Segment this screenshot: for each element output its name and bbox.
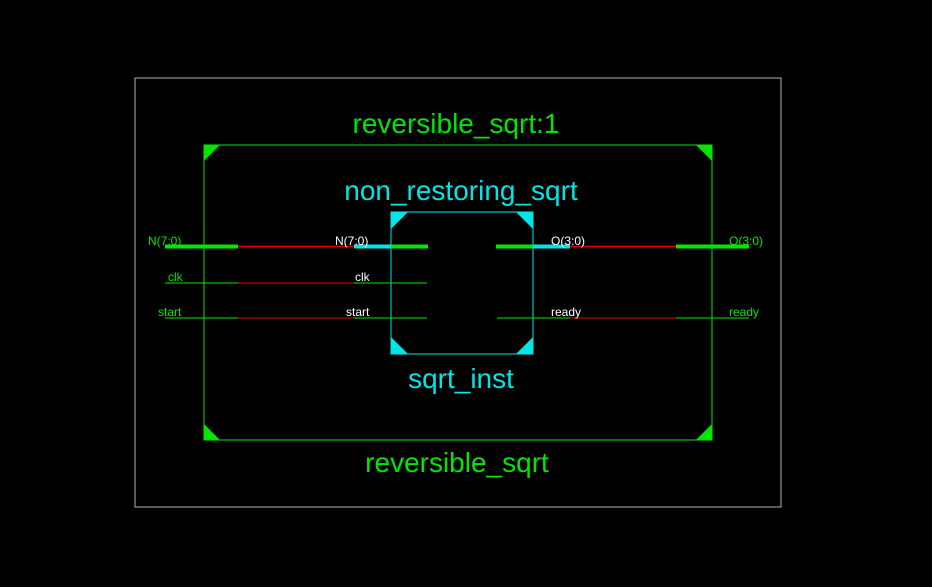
inner-block[interactable] [390, 211, 534, 355]
inner-port-label-start: start [346, 305, 370, 319]
inner-instance-name: sqrt_inst [408, 363, 514, 394]
inner-port-label-n: N(7:0) [335, 234, 368, 248]
corner-marker [696, 424, 712, 440]
corner-marker [391, 337, 408, 354]
outer-port-label-n: N(7:0) [148, 234, 181, 248]
outer-instance-name: reversible_sqrt:1 [353, 108, 560, 139]
corner-marker [204, 424, 220, 440]
outer-port-label-ready: ready [729, 305, 759, 319]
outer-port-label-clk: clk [168, 270, 184, 284]
outer-block[interactable] [203, 144, 713, 441]
inner-port-label-ready: ready [551, 305, 581, 319]
outer-port-label-start: start [158, 305, 182, 319]
outer-port-label-o: O(3:0) [729, 234, 763, 248]
corner-marker [696, 145, 712, 161]
inner-cell-name: non_restoring_sqrt [344, 175, 578, 206]
corner-marker [516, 337, 533, 354]
inner-port-label-clk: clk [355, 270, 371, 284]
schematic-frame [134, 77, 782, 508]
outer-cell-name: reversible_sqrt [365, 447, 549, 478]
corner-marker [204, 145, 220, 161]
inner-port-label-o: O(3:0) [551, 234, 585, 248]
corner-marker [391, 212, 408, 229]
corner-marker [516, 212, 533, 229]
